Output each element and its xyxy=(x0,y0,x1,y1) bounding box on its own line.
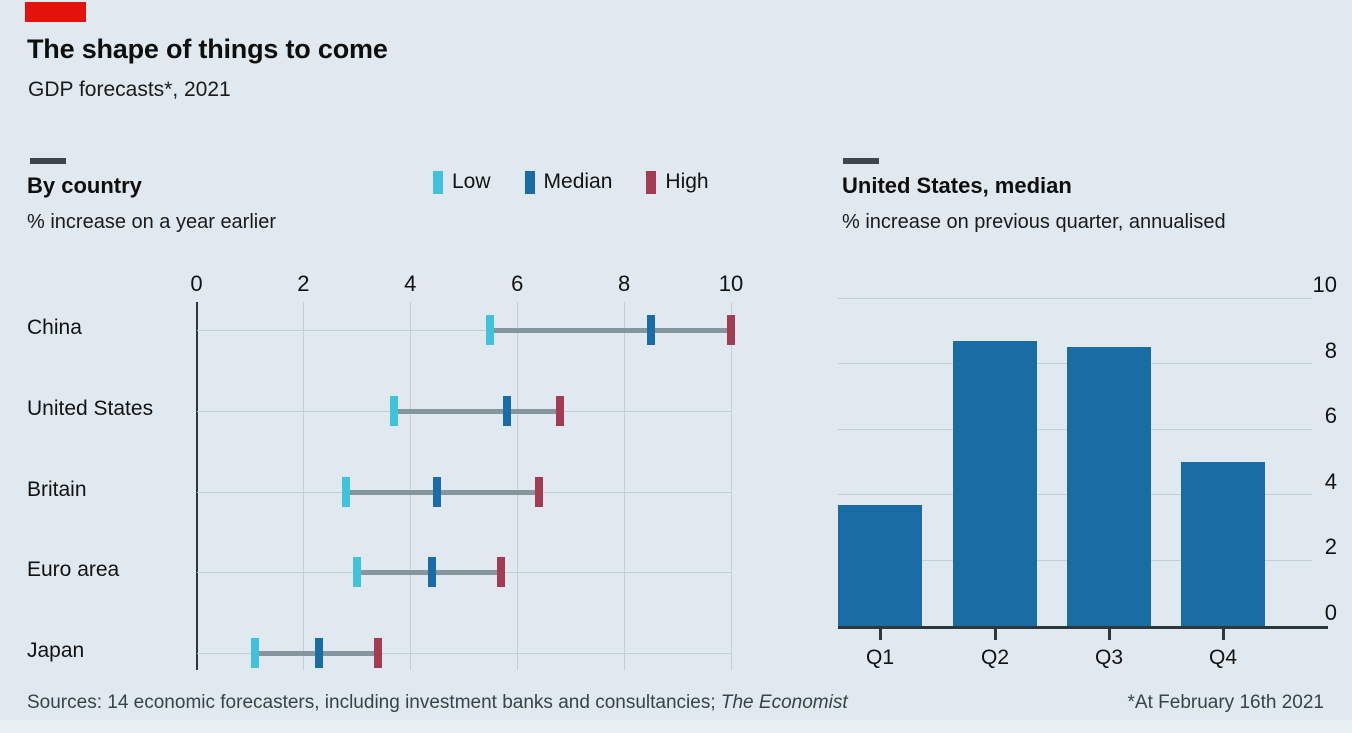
row-label: Euro area xyxy=(27,558,120,581)
legend-label-median: Median xyxy=(543,170,613,193)
sources-line: Sources: 14 economic forecasters, includ… xyxy=(27,692,848,714)
right-panel-subtitle: % increase on previous quarter, annualis… xyxy=(842,211,1226,233)
bar-q3 xyxy=(1067,347,1151,626)
x-tick-label: Q3 xyxy=(1094,646,1123,669)
x-tick-label: Q1 xyxy=(865,646,894,669)
sources-text: Sources: 14 economic forecasters, includ… xyxy=(27,692,721,713)
range-line xyxy=(394,408,560,414)
y-tick-label: 8 xyxy=(1324,337,1337,363)
marker-high xyxy=(374,638,383,668)
x-tick xyxy=(993,629,997,640)
x-tick xyxy=(878,629,882,640)
range-line xyxy=(346,489,539,495)
x-tick xyxy=(1107,629,1111,640)
x-tick-label: 4 xyxy=(404,271,417,296)
marker-high xyxy=(497,557,506,587)
row-gridline xyxy=(196,329,731,331)
x-axis-line xyxy=(838,626,1328,629)
row-label: United States xyxy=(27,397,154,420)
median-swatch xyxy=(524,170,535,194)
marker-high xyxy=(727,315,735,345)
legend-label-high: High xyxy=(665,170,709,193)
marker-median xyxy=(502,396,511,426)
x-tick-label: 2 xyxy=(297,271,310,296)
row-label: Japan xyxy=(27,639,85,662)
bar-q2 xyxy=(953,340,1037,626)
legend-item-median: Median xyxy=(524,170,613,194)
y-gridline xyxy=(838,297,1312,299)
y-tick-label: 6 xyxy=(1324,403,1337,429)
left-panel-title: By country xyxy=(27,173,142,198)
y-tick-label: 2 xyxy=(1324,534,1337,560)
right-panel-title: United States, median xyxy=(842,173,1072,198)
x-gridline xyxy=(302,302,304,670)
x-gridline xyxy=(516,302,518,670)
legend: Low Median High xyxy=(433,170,709,194)
x-tick-label: 0 xyxy=(190,271,203,296)
range-line xyxy=(490,327,731,333)
legend-item-low: Low xyxy=(433,170,491,194)
marker-median xyxy=(646,315,655,345)
page-subtitle: GDP forecasts*, 2021 xyxy=(28,78,231,101)
brand-red-tag xyxy=(25,2,86,22)
low-swatch xyxy=(433,170,443,194)
bar-q4 xyxy=(1181,462,1265,626)
legend-label-low: Low xyxy=(452,170,491,193)
marker-high xyxy=(534,477,543,507)
x-tick xyxy=(1221,629,1225,640)
bar-q1 xyxy=(838,504,922,626)
x-tick-label: 10 xyxy=(718,271,744,296)
marker-median xyxy=(433,477,442,507)
x-tick-label: 8 xyxy=(617,271,631,296)
marker-high xyxy=(555,396,564,426)
row-gridline xyxy=(196,652,731,654)
page-title: The shape of things to come xyxy=(27,34,388,64)
bottom-band xyxy=(0,720,1352,733)
marker-low xyxy=(352,557,361,587)
x-tick-label: Q4 xyxy=(1208,646,1237,669)
marker-low xyxy=(342,477,351,507)
x-tick-label: Q2 xyxy=(980,646,1009,669)
x-gridline xyxy=(623,302,625,670)
sources-publication: The Economist xyxy=(720,692,848,713)
marker-low xyxy=(486,315,495,345)
section-dash-right xyxy=(843,158,879,164)
y-tick-label: 0 xyxy=(1324,600,1337,625)
marker-median xyxy=(315,638,324,668)
marker-low xyxy=(390,396,399,426)
marker-median xyxy=(427,557,436,587)
marker-low xyxy=(251,638,260,668)
left-panel-subtitle: % increase on a year earlier xyxy=(27,211,277,233)
high-swatch xyxy=(646,170,657,194)
x-axis-zero-line xyxy=(195,302,198,670)
x-gridline xyxy=(730,302,732,670)
x-tick-label: 6 xyxy=(511,271,524,296)
legend-item-high: High xyxy=(646,170,709,194)
section-dash-left xyxy=(30,158,66,164)
y-tick-label: 10 xyxy=(1312,272,1337,297)
row-label: China xyxy=(27,316,82,339)
row-label: Britain xyxy=(27,478,87,501)
x-gridline xyxy=(409,302,411,670)
y-tick-label: 4 xyxy=(1324,468,1337,494)
footnote: *At February 16th 2021 xyxy=(1127,692,1324,713)
